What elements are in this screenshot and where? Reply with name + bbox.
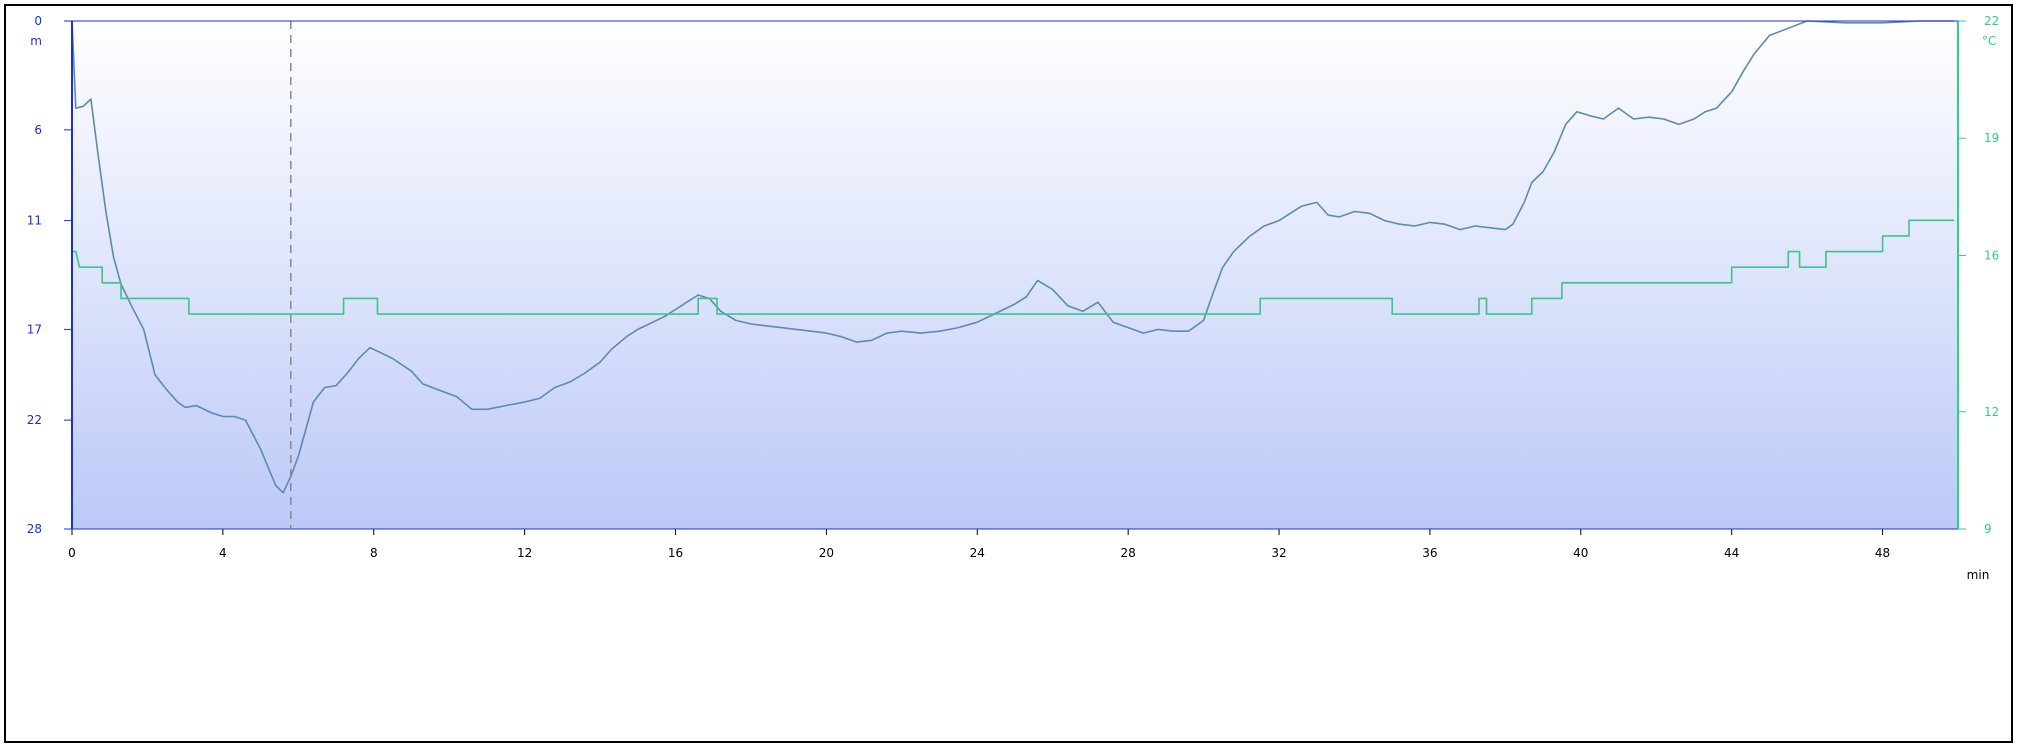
x-tick-label: 44 <box>1724 546 1739 560</box>
plot-area <box>72 21 1958 529</box>
temperature-unit-label: °C <box>1982 34 1996 48</box>
x-tick-label: 32 <box>1271 546 1286 560</box>
x-tick-label: 40 <box>1573 546 1588 560</box>
y-tick-label: 11 <box>27 214 42 228</box>
x-tick-label: 16 <box>668 546 683 560</box>
x-tick-label: 12 <box>517 546 532 560</box>
y2-tick-label: 22 <box>1984 14 1999 28</box>
y-tick-label: 0 <box>34 14 42 28</box>
y2-tick-label: 9 <box>1984 522 1992 536</box>
y-tick-label: 28 <box>27 522 42 536</box>
y-tick-label: 17 <box>27 322 42 336</box>
x-tick-label: 20 <box>819 546 834 560</box>
y2-tick-label: 19 <box>1984 131 1999 145</box>
temperature-series-line <box>72 219 1955 315</box>
series-layer <box>71 20 1955 494</box>
x-tick-label: 36 <box>1422 546 1437 560</box>
y2-tick-label: 16 <box>1984 248 1999 262</box>
depth-axis: 0 6 11 17 22 28 <box>27 14 72 536</box>
x-tick-label: 4 <box>219 546 227 560</box>
x-tick-label: 24 <box>970 546 985 560</box>
y2-tick-label: 12 <box>1984 405 1999 419</box>
x-tick-label: 8 <box>370 546 378 560</box>
x-tick-label: 0 <box>68 546 76 560</box>
time-unit-label: min <box>1967 568 1990 582</box>
y-tick-label: 6 <box>34 123 42 137</box>
x-tick-label: 48 <box>1875 546 1890 560</box>
temperature-axis: 9 12 16 19 22 <box>1958 14 1999 536</box>
x-tick-label: 28 <box>1121 546 1136 560</box>
dive-profile-chart: 0 4 8 12 16 20 24 28 32 36 40 44 48 0 6 11 17 22 28 9 12 16… <box>4 4 2013 743</box>
x-axis: 0 4 8 12 16 20 24 28 32 36 40 44 48 <box>68 528 1958 560</box>
y-tick-label: 22 <box>27 413 42 427</box>
depth-series-line <box>71 20 1955 494</box>
depth-unit-label: m <box>30 34 42 48</box>
